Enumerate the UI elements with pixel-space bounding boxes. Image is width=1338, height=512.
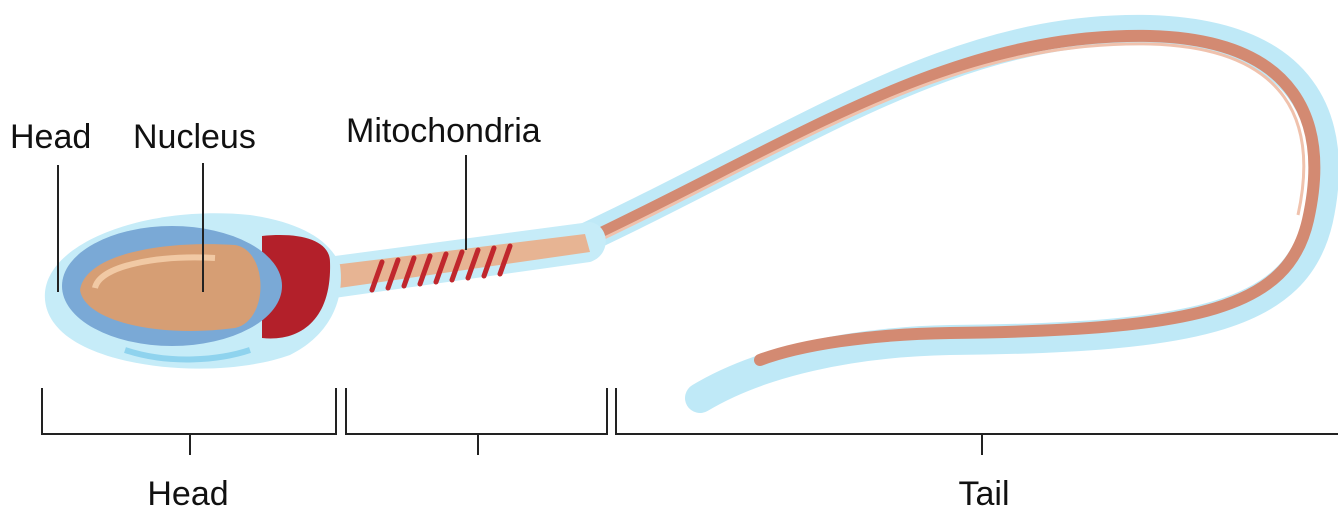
tail-highlight (599, 42, 1306, 242)
tail-core (564, 29, 1321, 366)
callout-lines (57, 155, 467, 292)
callout-label: Mitochondria (346, 112, 541, 150)
callout-label: Nucleus (133, 118, 256, 156)
bracket (345, 388, 608, 455)
tail (545, 14, 1338, 413)
bracket (41, 388, 337, 455)
head (44, 213, 341, 369)
head-highlight (124, 347, 251, 363)
segment-label: Tail (958, 475, 1009, 512)
callout-label: Head (10, 118, 91, 156)
brackets (41, 388, 1338, 455)
bracket (615, 388, 1338, 455)
tail-sheath (545, 14, 1338, 413)
mitochondria-coils (369, 243, 513, 293)
segment-label: Head (147, 475, 228, 512)
acrosome-cap (262, 235, 331, 339)
midpiece (320, 222, 606, 300)
nucleus-highlight (92, 254, 216, 290)
